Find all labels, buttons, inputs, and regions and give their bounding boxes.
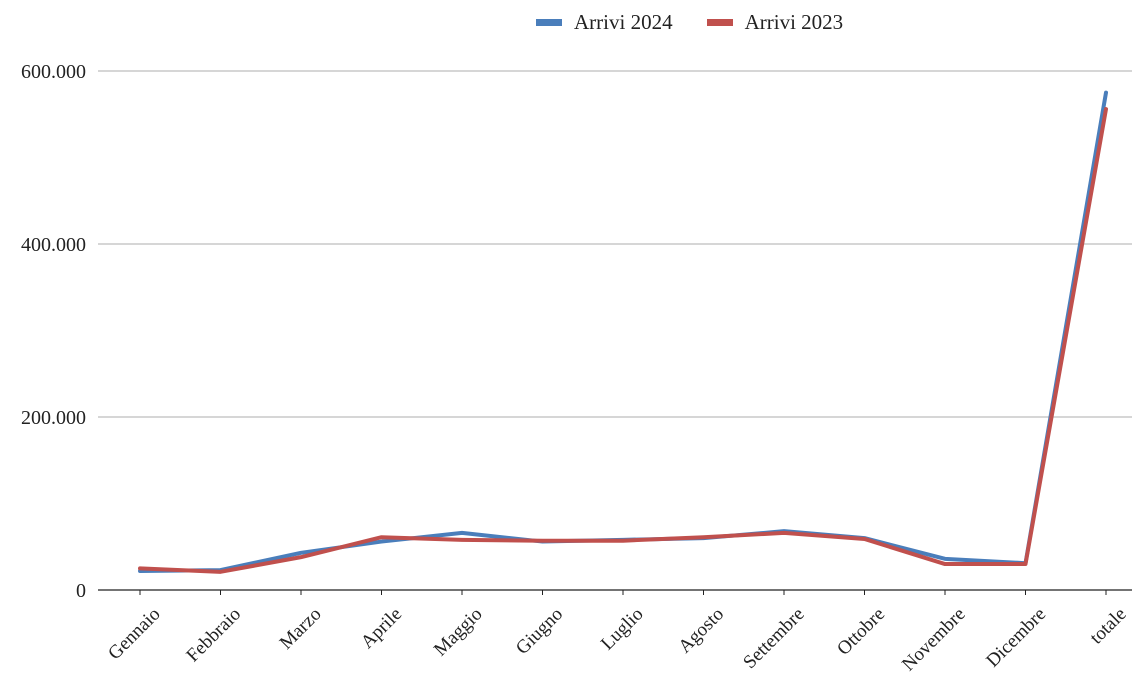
legend-label-arrivi-2023: Arrivi 2023 — [744, 9, 844, 34]
gridlines — [98, 70, 1132, 591]
y-tick-label: 200.000 — [21, 407, 86, 429]
y-tick-label: 400.000 — [21, 234, 86, 256]
x-axis: Gennaio Febbraio Marzo Aprile Maggio Giugno Lu… — [104, 590, 1131, 676]
x-tick-label: Ottobre — [833, 604, 889, 660]
x-tick-label: totale — [1086, 604, 1131, 649]
legend-item-arrivi-2024: Arrivi 2024 — [536, 10, 673, 35]
legend: Arrivi 2024 Arrivi 2023 — [536, 8, 843, 36]
x-tick-label: Marzo — [276, 604, 326, 654]
x-tick-label: Novembre — [898, 604, 970, 676]
legend-item-arrivi-2023: Arrivi 2023 — [706, 9, 844, 35]
x-tick-label: Dicembre — [982, 604, 1050, 672]
series-lines — [138, 90, 1108, 574]
x-tick-label: Gennaio — [104, 604, 164, 664]
x-tick-label: Giugno — [512, 604, 567, 659]
x-tick-label: Aprile — [357, 604, 406, 653]
legend-label-arrivi-2024: Arrivi 2024 — [574, 9, 673, 34]
x-tick-label: Maggio — [430, 604, 487, 661]
series-line-arrivi-2023 — [138, 107, 1108, 574]
legend-swatch-arrivi-2023 — [706, 18, 733, 26]
legend-swatch-arrivi-2024 — [536, 18, 562, 26]
y-axis: 0 200.000 400.000 600.000 — [21, 61, 86, 602]
y-tick-label: 600.000 — [21, 61, 86, 83]
x-tick-label: Agosto — [674, 604, 728, 658]
y-tick-label: 0 — [76, 580, 86, 602]
x-tick-label: Settembre — [739, 604, 808, 673]
x-tick-label: Febbraio — [182, 604, 245, 667]
x-tick-label: Luglio — [597, 604, 648, 655]
series-line-arrivi-2024 — [138, 90, 1108, 573]
